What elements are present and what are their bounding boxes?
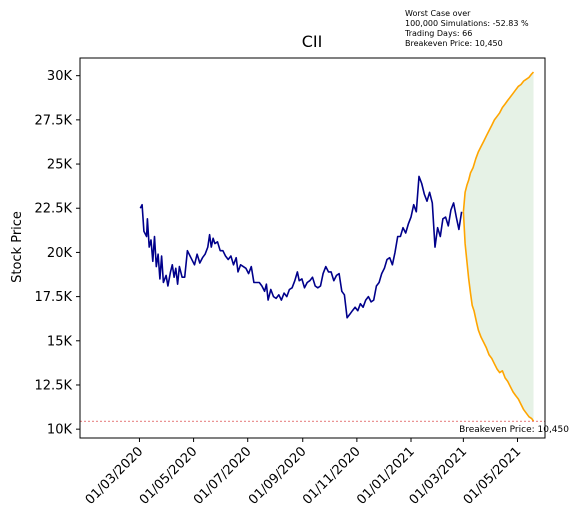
y-tick-label: 30K	[47, 69, 73, 84]
y-tick-label: 27.5K	[35, 113, 73, 128]
upper-projection-line	[462, 71, 535, 212]
projection-fill-area	[463, 72, 534, 422]
annotation-line-1: Worst Case over	[405, 9, 471, 18]
annotation-box: Worst Case over 100,000 Simulations: -52…	[404, 9, 529, 48]
annotation-line-4: Breakeven Price: 10,450	[405, 39, 503, 48]
historical-line	[139, 175, 463, 319]
y-tick-label: 12.5K	[35, 378, 73, 393]
chart-title: CII	[302, 32, 323, 51]
y-axis-ticks: 10K 12.5K 15K 17.5K 20K 22.5K 25K 27.5K 30K	[35, 69, 80, 438]
lower-projection-line	[462, 211, 535, 422]
plot-frame	[79, 57, 546, 439]
breakeven-line-group: Breakeven Price: 10,450	[80, 420, 569, 435]
projection-range-fill	[463, 72, 534, 422]
y-tick-label: 20K	[47, 246, 73, 261]
y-tick-label: 22.5K	[35, 202, 73, 217]
breakeven-label: Breakeven Price: 10,450	[459, 425, 569, 435]
y-tick-label: 15K	[47, 334, 73, 349]
y-tick-label: 25K	[47, 158, 73, 173]
y-axis-label: Stock Price	[10, 211, 25, 283]
y-tick-label: 10K	[47, 423, 73, 438]
annotation-line-2: 100,000 Simulations: -52.83 %	[405, 19, 529, 28]
series-lines	[139, 71, 535, 422]
annotation-line-3: Trading Days: 66	[404, 29, 472, 38]
y-tick-label: 17.5K	[35, 290, 73, 305]
